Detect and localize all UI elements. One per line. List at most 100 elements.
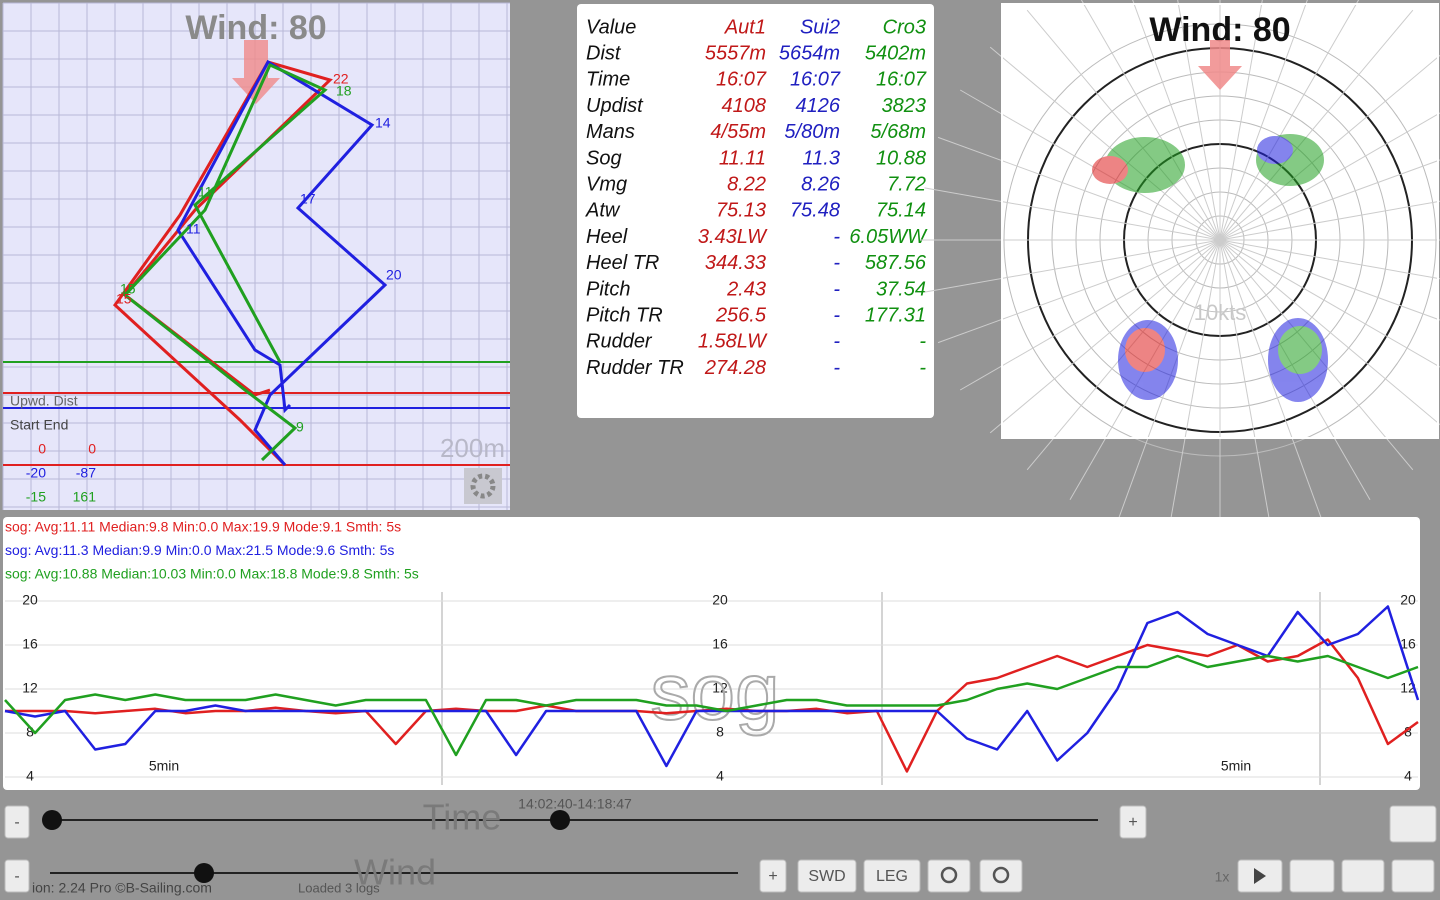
track-stats: Upwd. Dist Start End 0 0 -20 -87 -15 161 [10, 393, 96, 505]
row-label: Value [586, 16, 636, 38]
polar-spoke [1219, 0, 1308, 241]
row-label: Heel [586, 226, 628, 248]
stop-button[interactable] [1341, 859, 1385, 893]
cell: - [833, 278, 840, 300]
cell: 4126 [796, 95, 841, 117]
slider-thumb[interactable] [194, 863, 214, 883]
cell: - [919, 331, 926, 353]
zoom-out-button[interactable] [979, 859, 1023, 893]
cell: 8.22 [727, 173, 766, 195]
cell: 587.56 [865, 252, 927, 274]
sog-line [4, 654, 1419, 757]
cell: - [833, 226, 840, 248]
cell: 344.33 [705, 252, 766, 274]
cell: 10.88 [876, 147, 926, 169]
play-icon [1254, 868, 1266, 884]
time-label: Time [423, 797, 502, 838]
stats-end: 161 [73, 489, 97, 505]
row-label: Sog [586, 147, 622, 169]
sog-chart [3, 517, 1420, 790]
y-tick-label: 16 [1400, 636, 1416, 652]
polar-grid [920, 0, 1440, 540]
y-tick-label: 20 [22, 592, 38, 608]
zoom-icon [992, 866, 1010, 884]
time-label: 5min [149, 758, 179, 774]
polar-spoke [1219, 239, 1440, 321]
row-label: Rudder TR [586, 357, 684, 379]
forward-button[interactable] [1391, 859, 1435, 893]
stats-start: -20 [26, 465, 46, 481]
scale-label: 200m [440, 433, 505, 463]
cell: 4/55m [710, 121, 766, 143]
cell: 274.28 [704, 357, 766, 379]
plus-button-label: + [768, 868, 777, 885]
stats-start: 0 [38, 441, 46, 457]
y-tick-label: 8 [26, 724, 34, 740]
ring-label: 10kts [1194, 300, 1247, 325]
point-label: 11 [198, 184, 213, 200]
menu-button[interactable] [1389, 805, 1437, 843]
rewind-button[interactable] [1289, 859, 1335, 893]
y-tick-label: 16 [22, 636, 38, 652]
cell: 3823 [882, 95, 927, 117]
y-tick-label: 8 [716, 724, 724, 740]
controls: - + - + SWD LEG 1x Time 14:02:40-14:18:47 Wind ion… [4, 796, 1437, 896]
table-body: Value Aut1 Sui2 Cro3 Dist 5557m 5654m 5402m Time… [585, 16, 928, 379]
point-label: 20 [386, 267, 402, 283]
settings-button[interactable] [464, 468, 502, 504]
cell: - [833, 304, 840, 326]
minus-button[interactable] [4, 859, 30, 893]
wind-arrow [232, 40, 280, 104]
polar-spoke [1132, 0, 1221, 241]
polar-spoke [1167, 239, 1221, 536]
polar-spoke [1219, 112, 1440, 241]
polar-spoke [1219, 9, 1414, 241]
cell: - [833, 331, 840, 353]
stats-title: Upwd. Dist [10, 393, 78, 409]
cell: Sui2 [800, 16, 840, 38]
polar-spoke [1219, 239, 1324, 523]
slider-thumb[interactable] [42, 810, 62, 830]
stats-header: Start End [10, 417, 68, 433]
slider-thumb[interactable] [550, 810, 570, 830]
y-tick-label: 12 [712, 680, 728, 696]
time-range: 14:02:40-14:18:47 [518, 796, 632, 812]
y-tick-label: 16 [712, 636, 728, 652]
wind-arrow [1198, 40, 1242, 90]
minus-button-label: - [14, 814, 19, 831]
cell: 75.14 [876, 200, 926, 222]
row-label: Vmg [586, 173, 627, 195]
point-label: 17 [300, 191, 316, 207]
point-label: 15 [120, 281, 136, 297]
track [122, 63, 328, 462]
y-tick-label: 4 [1404, 768, 1412, 784]
polar-spoke [989, 239, 1221, 434]
row-label: Pitch [586, 278, 630, 300]
plus-button[interactable] [759, 859, 787, 893]
polar-spoke [989, 46, 1221, 241]
polar-spoke [1219, 200, 1440, 241]
polar-spoke [924, 239, 1221, 293]
cell: 5654m [779, 42, 840, 64]
row-label: Rudder [586, 331, 653, 353]
point-label: 11 [186, 221, 201, 237]
cell: 16:07 [790, 69, 841, 91]
leg-button[interactable] [863, 859, 921, 893]
plus-button[interactable] [1119, 805, 1147, 839]
cell: 2.43 [726, 278, 766, 300]
cell: 5557m [705, 42, 766, 64]
swd-button[interactable] [797, 859, 857, 893]
stats-line: sog: Avg:10.88 Median:10.03 Min:0.0 Max:… [5, 566, 419, 582]
point-label: 14 [375, 115, 391, 131]
polar-spoke [1219, 239, 1440, 280]
minus-button[interactable] [4, 805, 30, 839]
loaded: Loaded 3 logs [298, 880, 380, 895]
cell: 11.3 [803, 147, 840, 169]
point-label: 9 [296, 419, 304, 435]
stats-start: -15 [26, 489, 46, 505]
y-tick-label: 20 [1400, 592, 1416, 608]
zoom-in-button[interactable] [927, 859, 971, 893]
